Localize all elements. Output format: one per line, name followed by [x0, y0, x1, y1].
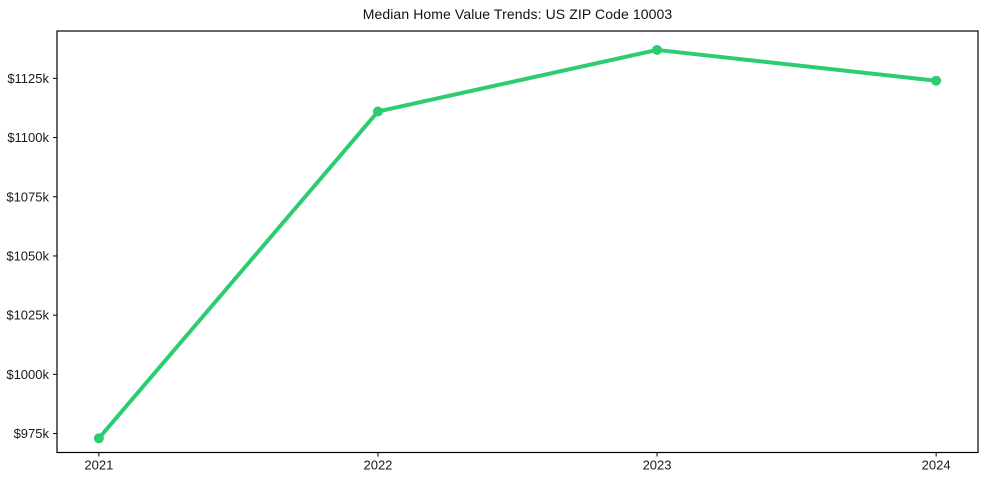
trend-line: [96, 47, 939, 441]
y-tick-label: $1000k: [6, 367, 49, 382]
plot-border: [56, 30, 979, 454]
data-point-marker: [372, 106, 383, 117]
y-tick-label: $1050k: [6, 249, 49, 264]
data-point-marker: [93, 433, 104, 444]
y-tick-label: $1100k: [7, 130, 49, 145]
x-tick-label: 2024: [922, 458, 951, 473]
y-tick-label: $1075k: [6, 189, 49, 204]
y-tick-label: $975k: [14, 426, 50, 441]
x-tick-label: 2021: [84, 458, 113, 473]
y-tick-label: $1125k: [7, 71, 49, 86]
data-point-marker: [652, 44, 663, 55]
chart-title: Median Home Value Trends: US ZIP Code 10…: [362, 6, 673, 22]
data-point-marker: [931, 75, 942, 86]
x-tick-label: 2023: [643, 458, 672, 473]
x-tick-label: 2022: [363, 458, 392, 473]
y-tick-label: $1025k: [6, 308, 49, 323]
